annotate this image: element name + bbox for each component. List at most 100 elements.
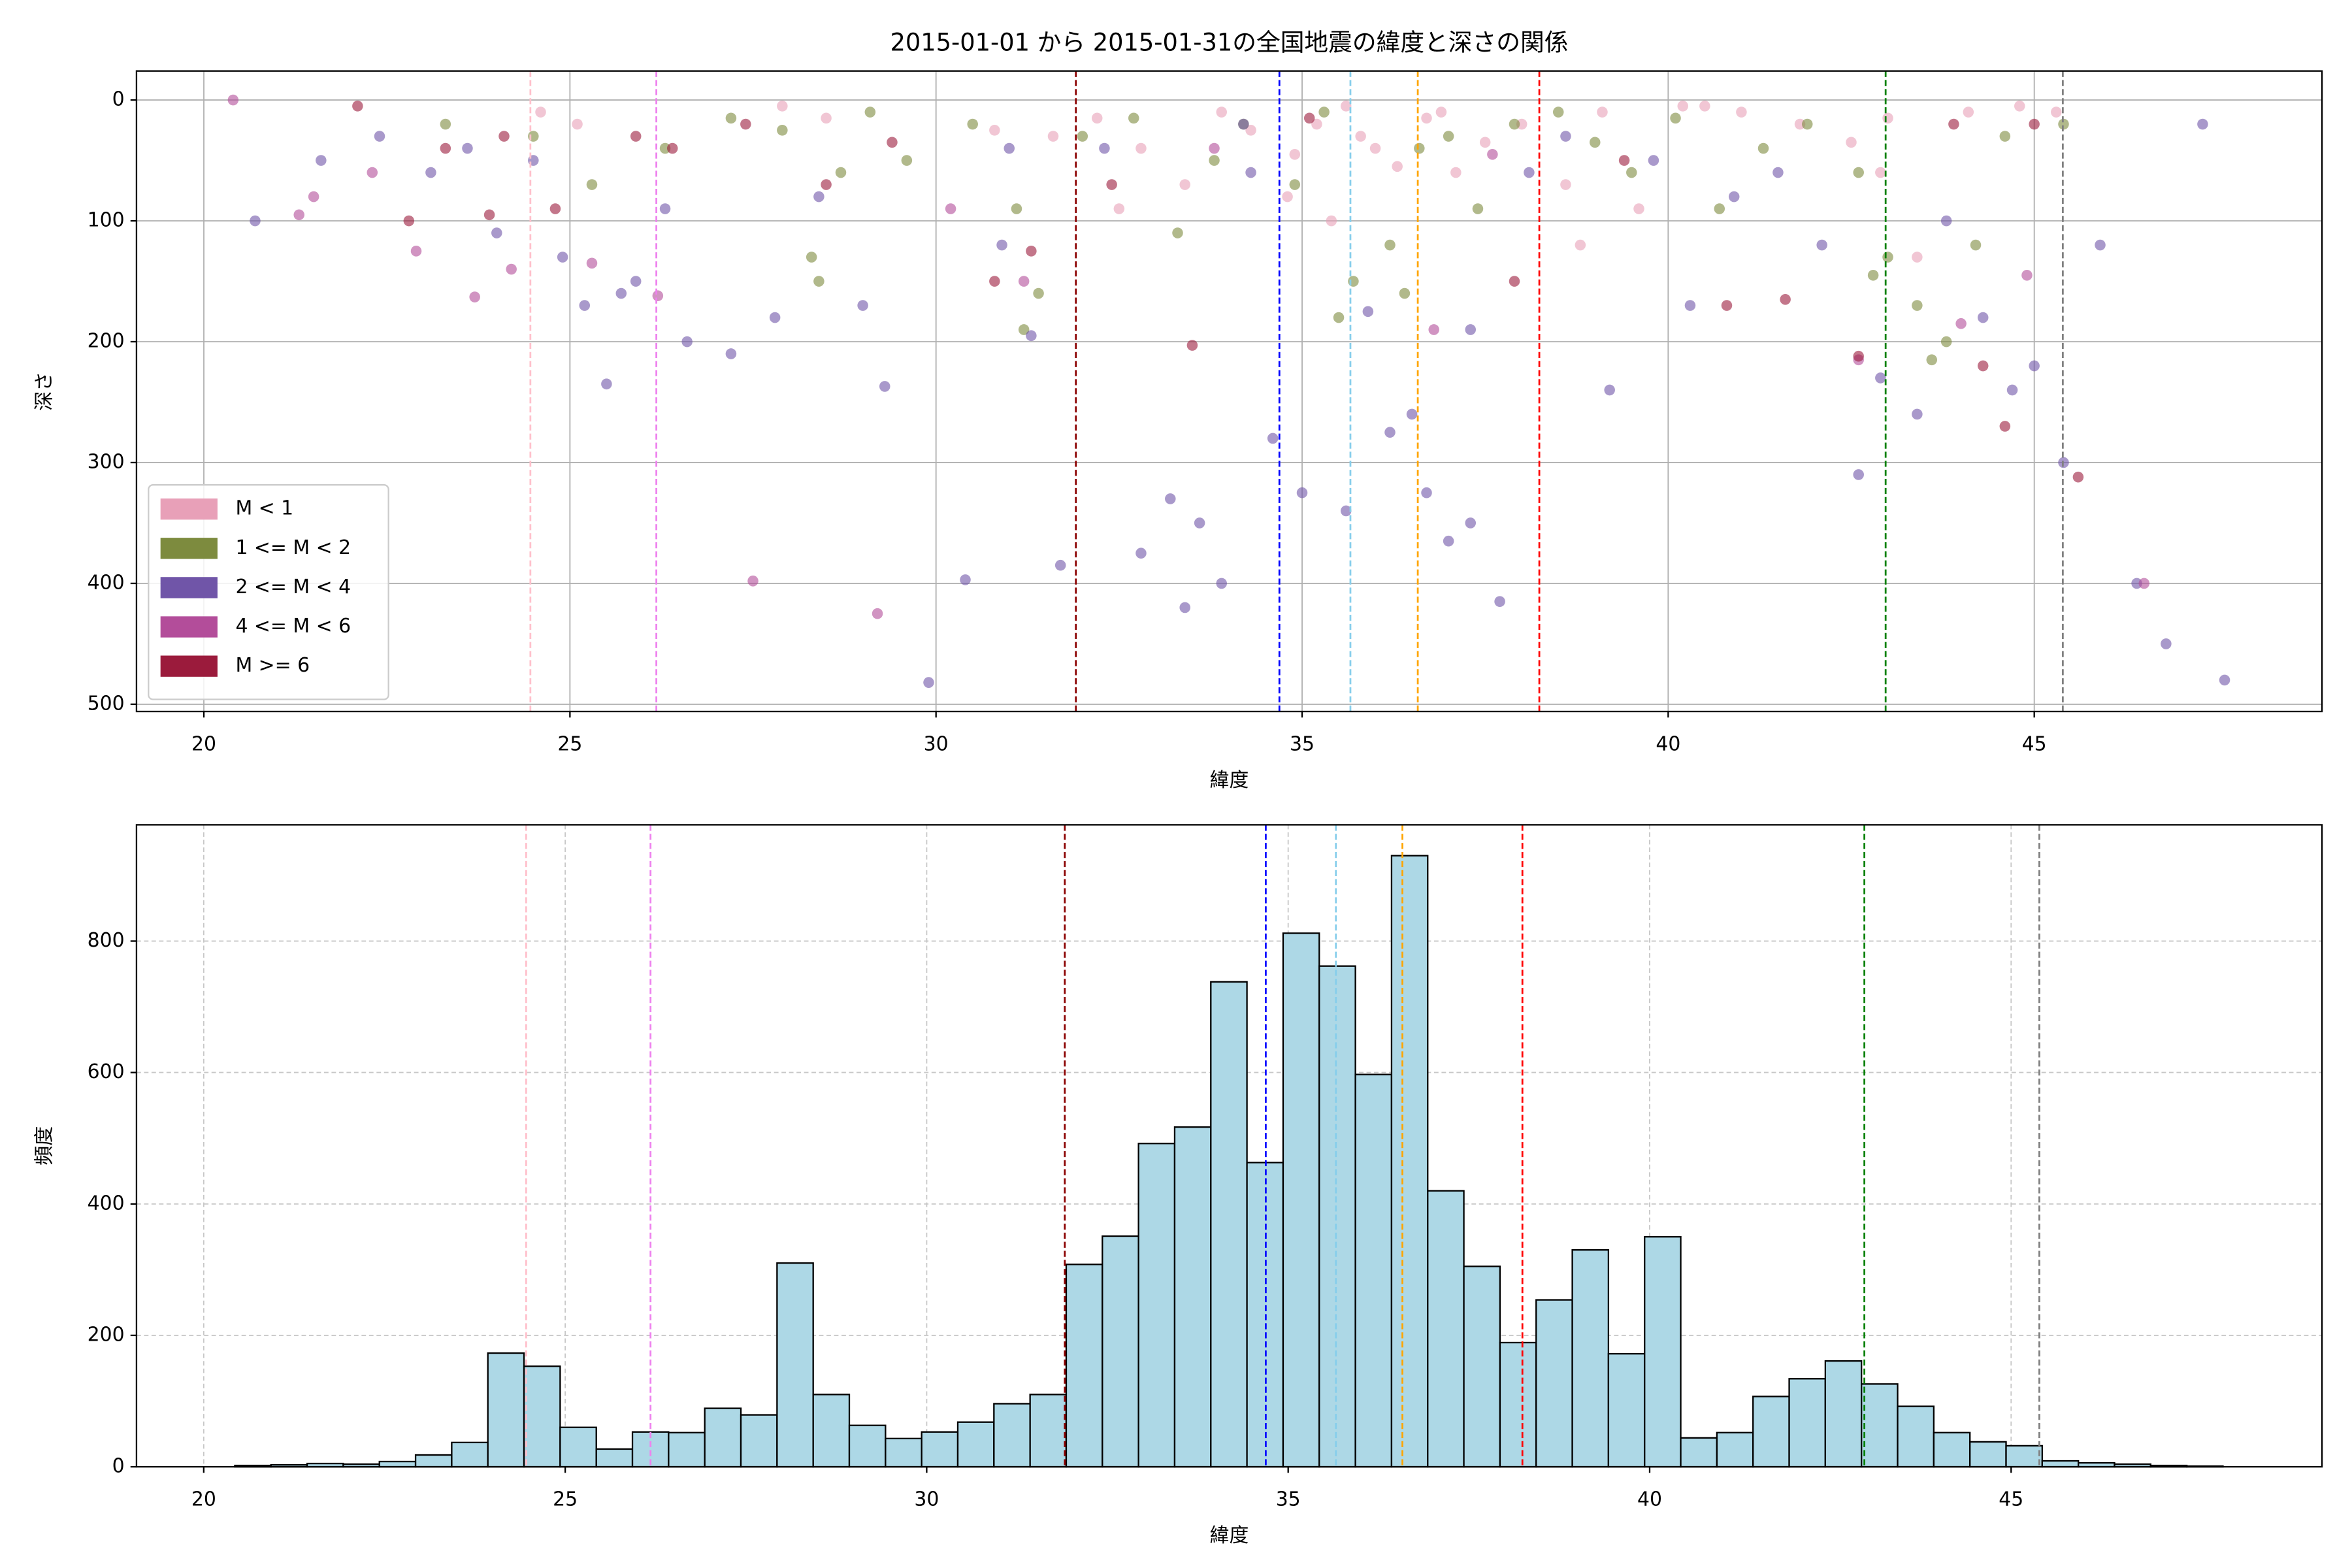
scatter-point (1999, 131, 2011, 142)
scatter-point (813, 276, 825, 287)
histogram-bar (487, 1352, 525, 1468)
scatter-point (1772, 167, 1784, 178)
scatter-point (586, 179, 598, 190)
histogram-bar (1029, 1394, 1068, 1468)
histogram-bar (1752, 1396, 1790, 1468)
histogram-bar (1427, 1190, 1465, 1468)
scatter-point (572, 118, 583, 130)
scatter-point (1004, 142, 1015, 154)
scatter-point (1238, 118, 1249, 130)
scatter-point (1318, 106, 1330, 118)
scatter-point (2161, 638, 2172, 649)
histogram-bar (1933, 1431, 1971, 1468)
scatter-point (316, 155, 327, 166)
scatter-point (1289, 179, 1301, 190)
scatter-point (1912, 408, 1923, 420)
scatter-point (1399, 287, 1411, 299)
scatter-point (1194, 517, 1205, 529)
scatter-point (1465, 517, 1477, 529)
scatter-point (440, 118, 451, 130)
y-tick-label: 0 (112, 88, 125, 110)
scatter-point (996, 239, 1007, 251)
y-tick-label: 0 (112, 1455, 125, 1478)
scatter-point (923, 677, 934, 688)
scatter-point (2029, 360, 2040, 372)
y-axis-label: 頻度 (33, 1126, 56, 1166)
scatter-point (1186, 340, 1198, 351)
scatter-point (1245, 167, 1256, 178)
scatter-point (740, 118, 751, 130)
scatter-point (1421, 112, 1432, 124)
scatter-point (1977, 360, 1989, 372)
scatter-point (1977, 312, 1989, 323)
scatter-point (652, 290, 664, 302)
scatter-point (1846, 137, 1857, 148)
scatter-point (1216, 578, 1228, 589)
histogram-bar (993, 1403, 1031, 1468)
legend-label: 2 <= M < 4 (235, 576, 351, 598)
histogram-bar (1571, 1249, 1610, 1468)
histogram-bar (451, 1441, 489, 1468)
scatter-point (1912, 252, 1923, 263)
scatter-point (352, 100, 363, 112)
x-tick-label: 40 (1637, 1488, 1662, 1511)
x-tick-label: 45 (1999, 1488, 2023, 1511)
histogram-bar (1354, 1073, 1393, 1468)
scatter-point (2058, 118, 2069, 130)
scatter-point (630, 276, 642, 287)
histogram-bar (1716, 1431, 1754, 1468)
scatter-point (967, 118, 978, 130)
scatter-point (1091, 112, 1103, 124)
scatter-point (462, 142, 473, 154)
scatter-point (1311, 118, 1322, 130)
scatter-point (1362, 306, 1374, 318)
scatter-point (1816, 239, 1827, 251)
scatter-point (1047, 131, 1059, 142)
scatter-point (293, 209, 304, 221)
scatter-point (1853, 469, 1864, 480)
scatter-point (1209, 155, 1220, 166)
legend-swatch (160, 538, 218, 559)
scatter-point (1728, 191, 1740, 203)
scatter-point (1801, 118, 1813, 130)
scatter-point (857, 300, 868, 311)
scatter-point (1684, 300, 1696, 311)
scatter-point (777, 124, 788, 136)
scatter-point (1757, 142, 1769, 154)
scatter-point (777, 100, 788, 112)
plot-frame (135, 824, 2323, 1468)
histogram-bar (2041, 1460, 2080, 1468)
scatter-point (469, 291, 480, 302)
scatter-point (879, 381, 890, 392)
legend-label: M < 1 (235, 497, 293, 520)
scatter-point (1509, 118, 1520, 130)
scatter-point (1882, 112, 1893, 124)
scatter-point (1179, 179, 1190, 190)
scatter-point (2197, 118, 2208, 130)
scatter-point (374, 131, 385, 142)
scatter-point (813, 191, 825, 203)
scatter-point (806, 252, 817, 263)
scatter-point (1999, 421, 2011, 432)
scatter-point (1054, 559, 1066, 571)
chart-title: 2015-01-01 から 2015-01-31の全国地震の緯度と深さの関係 (890, 28, 1569, 56)
scatter-point (1560, 179, 1571, 190)
scatter-point (864, 106, 876, 118)
scatter-point (960, 574, 971, 585)
histogram-bar (1499, 1341, 1537, 1468)
scatter-point (1303, 112, 1315, 124)
scatter-point (1435, 106, 1447, 118)
scatter-point (1018, 276, 1030, 287)
scatter-point (1465, 324, 1477, 335)
histogram-bar (595, 1448, 634, 1468)
scatter-point (872, 608, 883, 619)
x-tick-label: 20 (191, 1488, 216, 1511)
legend-swatch (160, 655, 218, 677)
scatter-point (1524, 167, 1535, 178)
histogram-bar (559, 1426, 597, 1468)
scatter-point (1494, 596, 1505, 608)
histogram-bar (1463, 1266, 1501, 1468)
scatter-point (1450, 167, 1462, 178)
x-tick-label: 35 (1290, 732, 1315, 755)
